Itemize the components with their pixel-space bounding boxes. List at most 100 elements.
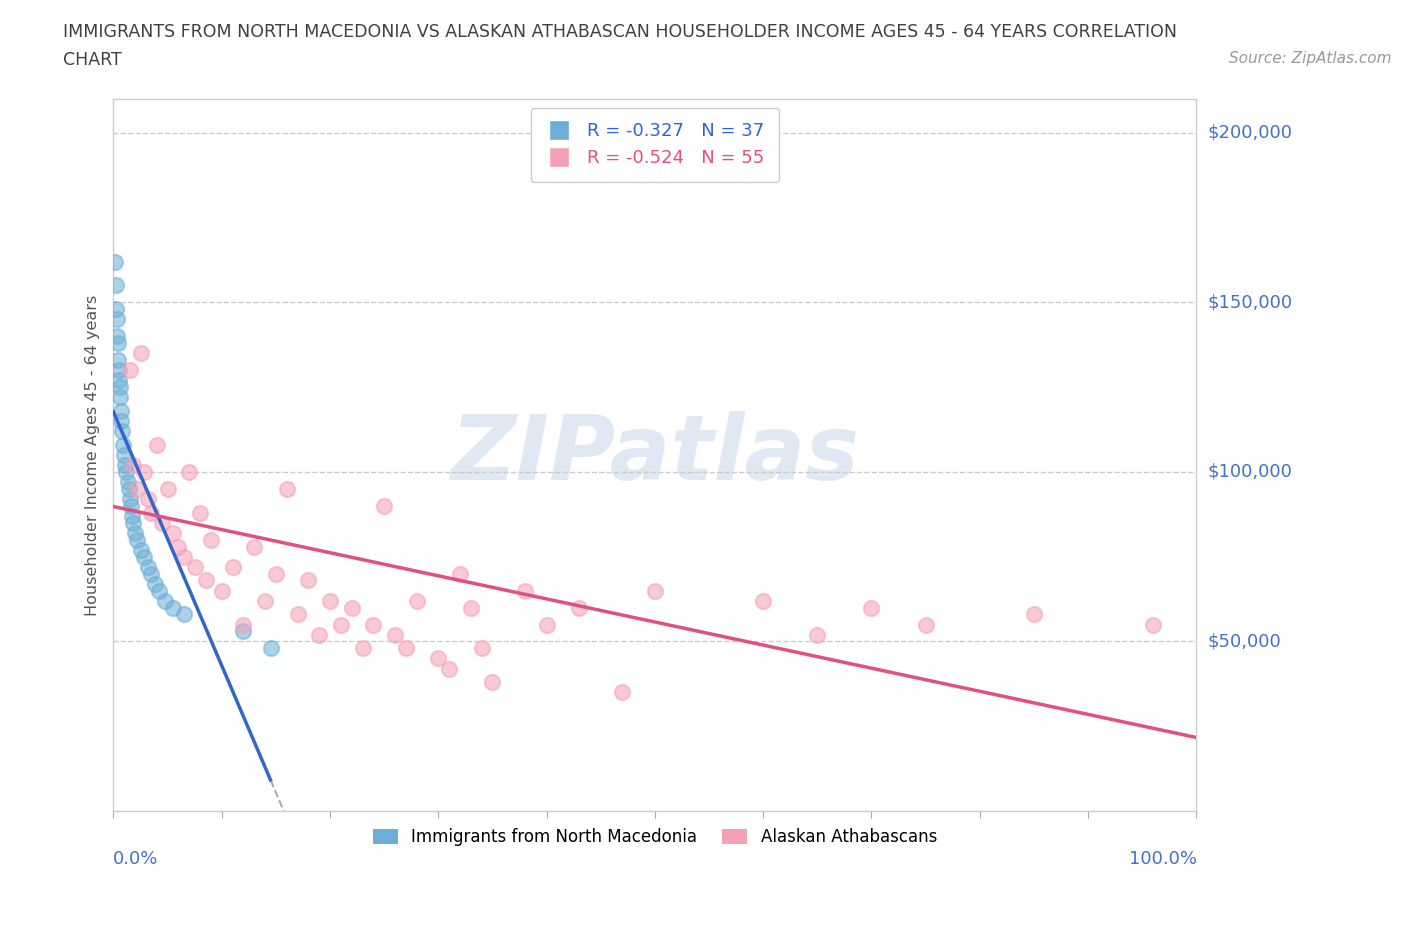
- Point: [114, 458, 136, 472]
- Point: [155, 593, 177, 608]
- Point: [105, 312, 128, 326]
- Point: [112, 447, 135, 462]
- Text: ZIPatlas: ZIPatlas: [450, 411, 859, 498]
- Point: [148, 583, 170, 598]
- Point: [132, 550, 155, 565]
- Text: IMMIGRANTS FROM NORTH MACEDONIA VS ALASKAN ATHABASCAN HOUSEHOLDER INCOME AGES 45: IMMIGRANTS FROM NORTH MACEDONIA VS ALASK…: [63, 23, 1177, 41]
- Point: [146, 437, 169, 452]
- Point: [471, 641, 494, 656]
- Point: [104, 278, 127, 293]
- Point: [183, 560, 205, 575]
- Point: [806, 627, 828, 642]
- Point: [173, 607, 195, 622]
- Point: [329, 618, 352, 632]
- Point: [232, 624, 254, 639]
- Point: [141, 566, 163, 581]
- Text: $50,000: $50,000: [1208, 632, 1281, 650]
- Point: [259, 641, 281, 656]
- Point: [481, 675, 503, 690]
- Point: [308, 627, 330, 642]
- Point: [513, 583, 536, 598]
- Legend: Immigrants from North Macedonia, Alaskan Athabascans: Immigrants from North Macedonia, Alaskan…: [366, 821, 943, 853]
- Point: [352, 641, 374, 656]
- Point: [111, 424, 134, 439]
- Point: [162, 525, 184, 540]
- Point: [118, 482, 141, 497]
- Point: [118, 492, 141, 507]
- Point: [460, 600, 482, 615]
- Point: [287, 607, 309, 622]
- Point: [127, 482, 149, 497]
- Point: [752, 593, 775, 608]
- Point: [254, 593, 277, 608]
- Point: [143, 577, 166, 591]
- Point: [136, 560, 159, 575]
- Point: [124, 525, 146, 540]
- Point: [104, 301, 127, 316]
- Point: [141, 505, 163, 520]
- Point: [173, 550, 195, 565]
- Point: [108, 373, 131, 388]
- Text: $200,000: $200,000: [1208, 124, 1292, 141]
- Point: [179, 464, 201, 479]
- Point: [319, 593, 342, 608]
- Point: [121, 509, 143, 524]
- Point: [112, 437, 135, 452]
- Point: [129, 346, 152, 361]
- Point: [127, 532, 149, 547]
- Point: [363, 618, 385, 632]
- Point: [340, 600, 363, 615]
- Point: [150, 515, 173, 530]
- Point: [211, 583, 233, 598]
- Text: 100.0%: 100.0%: [1129, 850, 1198, 869]
- Point: [1022, 607, 1045, 622]
- Point: [167, 539, 190, 554]
- Point: [232, 618, 254, 632]
- Point: [107, 352, 129, 367]
- Y-axis label: Householder Income Ages 45 - 64 years: Householder Income Ages 45 - 64 years: [86, 294, 100, 616]
- Point: [103, 254, 125, 269]
- Point: [115, 464, 138, 479]
- Point: [117, 474, 139, 489]
- Point: [1142, 618, 1164, 632]
- Point: [276, 482, 298, 497]
- Point: [118, 363, 141, 378]
- Point: [108, 390, 131, 405]
- Point: [120, 498, 142, 513]
- Point: [162, 600, 184, 615]
- Point: [136, 492, 159, 507]
- Text: Source: ZipAtlas.com: Source: ZipAtlas.com: [1229, 51, 1392, 66]
- Point: [860, 600, 883, 615]
- Point: [122, 515, 145, 530]
- Point: [156, 482, 179, 497]
- Point: [194, 573, 217, 588]
- Point: [568, 600, 591, 615]
- Point: [108, 363, 131, 378]
- Point: [405, 593, 427, 608]
- Point: [373, 498, 395, 513]
- Point: [200, 532, 222, 547]
- Point: [188, 505, 211, 520]
- Text: $100,000: $100,000: [1208, 463, 1292, 481]
- Point: [107, 336, 129, 351]
- Point: [111, 0, 134, 11]
- Point: [110, 404, 132, 418]
- Point: [132, 464, 155, 479]
- Text: $150,000: $150,000: [1208, 293, 1292, 312]
- Point: [110, 414, 132, 429]
- Point: [427, 651, 450, 666]
- Text: CHART: CHART: [63, 51, 122, 69]
- Point: [612, 684, 634, 699]
- Point: [914, 618, 936, 632]
- Point: [384, 627, 406, 642]
- Point: [105, 328, 128, 343]
- Point: [644, 583, 666, 598]
- Point: [221, 560, 243, 575]
- Point: [108, 379, 131, 394]
- Point: [243, 539, 266, 554]
- Point: [264, 566, 287, 581]
- Point: [437, 661, 460, 676]
- Point: [129, 542, 152, 557]
- Point: [122, 458, 145, 472]
- Text: 0.0%: 0.0%: [112, 850, 157, 869]
